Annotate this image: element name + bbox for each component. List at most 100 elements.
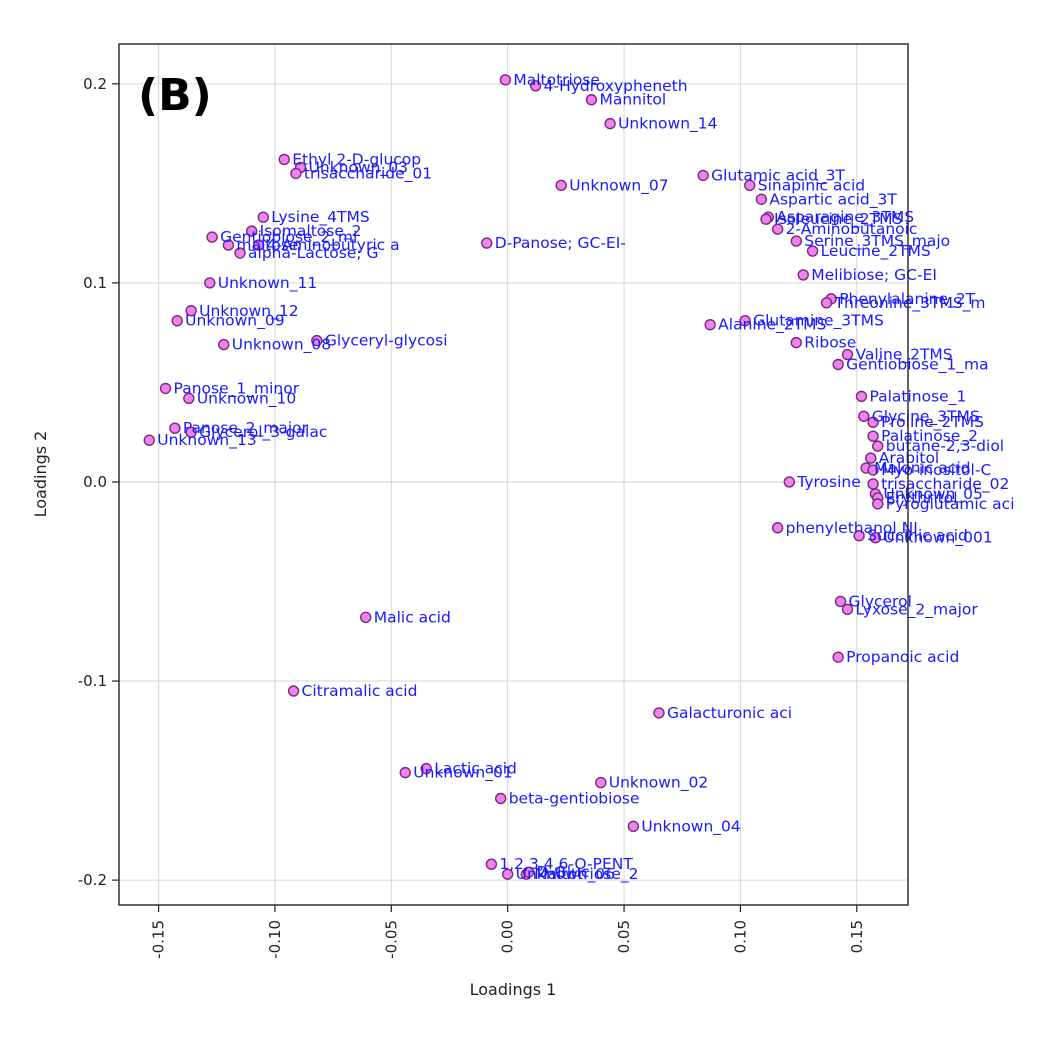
point-label: Unknown_001 <box>883 529 992 548</box>
point-label: Propanoic acid <box>846 648 959 666</box>
point-label: Pyroglutamic aci <box>886 495 1015 513</box>
data-point <box>797 269 809 281</box>
data-point <box>257 211 270 223</box>
point-label: Glyceryl-glycosi <box>325 332 448 350</box>
data-point <box>867 464 879 476</box>
data-point <box>159 382 172 395</box>
point-label: trisaccharide_02 <box>881 475 1009 494</box>
point-label: Unknown_09 <box>185 312 284 331</box>
point-label: Galacturonic aci <box>667 704 792 722</box>
point-label: butane-2,3-diol <box>886 437 1004 455</box>
data-point <box>704 318 716 331</box>
data-point <box>222 239 235 251</box>
point-label: 2-Aminobutanoic <box>786 220 918 238</box>
point-label: Isoleucine_2TMS <box>774 210 902 229</box>
data-point <box>806 245 819 257</box>
point-label: Leucine_2TMS <box>821 242 931 261</box>
point-label: Glycine_3TMS <box>872 407 980 426</box>
point-label: Malonic acid <box>874 459 970 477</box>
data-point <box>218 338 230 351</box>
point-label: Unknown_03 <box>309 158 408 177</box>
data-point <box>360 611 372 624</box>
point-label: Gentiobiose_1_ma <box>846 356 988 375</box>
y-tick-label: -0.1 <box>78 672 107 690</box>
x-axis-ticks: -0.15 -0.10 -0.05 0.00 0.05 0.10 0.15 <box>150 905 866 959</box>
point-label: Unknown_04 <box>641 817 740 836</box>
data-point <box>494 792 507 805</box>
data-point <box>143 434 155 446</box>
point-label: beta-gentiobiose <box>509 789 640 807</box>
data-point <box>841 348 854 361</box>
y-tick-label: 0.0 <box>83 473 107 491</box>
data-point <box>832 651 844 663</box>
y-tick-label: 0.1 <box>83 274 107 292</box>
data-point <box>755 193 768 205</box>
point-label: Erythritol <box>886 489 958 507</box>
data-point <box>783 476 796 488</box>
point-label: Glycerol <box>849 592 912 610</box>
data-point <box>287 685 300 697</box>
data-point <box>739 315 751 327</box>
data-point <box>278 153 290 166</box>
point-label: Valine_2TMS <box>855 346 952 365</box>
data-point <box>744 179 756 192</box>
data-point <box>853 530 865 542</box>
point-label: Tyrosine <box>796 473 860 491</box>
data-point <box>790 336 802 349</box>
x-tick-label: 0.05 <box>615 920 633 953</box>
point-label: Malic acid <box>374 608 451 626</box>
point-label: Unknown_01 <box>413 764 512 783</box>
grid <box>119 44 908 905</box>
x-tick-label: 0.10 <box>731 920 749 953</box>
data-point <box>185 305 197 317</box>
data-point <box>585 94 598 106</box>
y-axis-title: Loadings 2 <box>31 431 50 518</box>
point-label: Threonine_3TMS_m <box>834 294 986 313</box>
point-label: Isomaltose_2 <box>260 222 362 241</box>
data-point <box>872 440 884 452</box>
data-point <box>627 820 640 833</box>
y-tick-label: -0.2 <box>78 871 107 889</box>
data-point <box>252 239 265 251</box>
data-point <box>820 297 833 309</box>
data-point <box>399 766 411 779</box>
x-tick-label: -0.10 <box>266 920 284 959</box>
data-point <box>499 74 512 86</box>
point-label: Maltotriose <box>513 71 600 89</box>
data-point <box>485 858 498 870</box>
point-label: Succinic acid <box>867 527 968 545</box>
point-label: Lysine_4TMS <box>271 208 369 227</box>
data-point <box>481 237 493 249</box>
data-point <box>555 179 567 192</box>
data-points <box>143 74 884 880</box>
data-point <box>522 866 535 878</box>
data-point <box>311 334 323 347</box>
data-point <box>234 247 246 259</box>
point-label: Unknown_07 <box>569 176 668 195</box>
data-point <box>206 231 218 243</box>
point-label: phenylethanol NI <box>786 519 918 537</box>
data-point <box>171 315 183 327</box>
x-tick-label: -0.15 <box>150 920 168 959</box>
point-label: 4-Hydroxypheneth <box>544 77 688 95</box>
point-label: maltose <box>236 236 298 254</box>
data-point <box>867 478 879 490</box>
point-label: Maltotriose_2 <box>534 865 638 884</box>
data-point <box>771 522 784 534</box>
data-point <box>245 225 258 237</box>
point-label: Mannitol <box>599 91 666 109</box>
point-label: alpha-Lactose; G <box>248 244 379 262</box>
x-tick-label: -0.05 <box>382 920 400 959</box>
data-point <box>832 358 844 371</box>
point-label: Glutamine_3TMS <box>753 312 884 331</box>
x-tick-label: 0.15 <box>848 920 866 953</box>
y-axis-ticks: -0.2 -0.1 0.0 0.1 0.2 <box>78 75 119 889</box>
point-label: 1,2,3,4,6-O-PENT <box>499 855 633 873</box>
point-label: Citramalic acid <box>302 682 418 700</box>
point-label: Gentiobiose_2_mi <box>220 228 357 247</box>
point-label: Unknown_14 <box>618 115 717 134</box>
point-label: Serine_3TMS_majo <box>804 232 950 251</box>
data-point <box>169 422 181 434</box>
data-point <box>790 235 802 247</box>
